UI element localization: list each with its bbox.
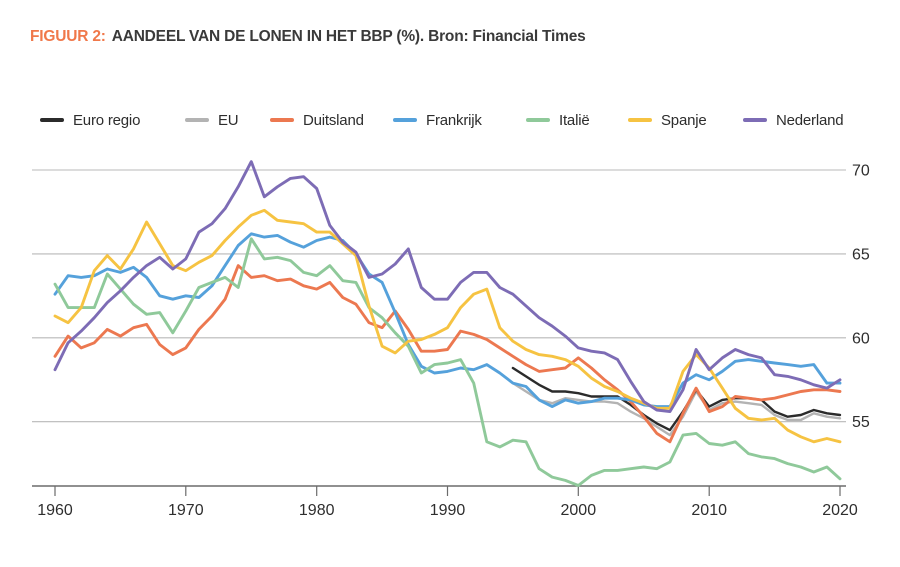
legend-item-duitsland: Duitsland <box>270 110 364 130</box>
x-tick-label-2010: 2010 <box>691 502 727 519</box>
legend-label-duitsland: Duitsland <box>303 111 364 129</box>
figure-number-label: FIGUUR 2: <box>30 28 106 45</box>
legend-label-eu: EU <box>218 111 239 129</box>
x-tick-label-1970: 1970 <box>168 502 204 519</box>
legend-label-italie: Italië <box>559 111 590 129</box>
legend-item-euro-regio: Euro regio <box>40 110 140 130</box>
legend-item-nederland: Nederland <box>743 110 844 130</box>
series-line-frankrijk <box>53 232 842 409</box>
series-line-duitsland <box>53 264 842 444</box>
figure-caption: AANDEEL VAN DE LONEN IN HET BBP (%). Bro… <box>111 28 586 45</box>
y-tick-label-55: 55 <box>852 414 870 431</box>
legend-label-euro-regio: Euro regio <box>73 111 141 129</box>
y-tick-label-60: 60 <box>852 330 870 347</box>
legend-item-frankrijk: Frankrijk <box>393 110 482 130</box>
x-tick-label-1990: 1990 <box>430 502 466 519</box>
legend-item-spanje: Spanje <box>628 110 707 130</box>
series-line-euro-regio <box>511 366 842 432</box>
legend-label-spanje: Spanje <box>661 111 707 129</box>
figure-title: FIGUUR 2: AANDEEL VAN DE LONEN IN HET BBP… <box>30 28 586 46</box>
series-line-nederland <box>53 160 842 414</box>
y-tick-label-65: 65 <box>852 246 870 263</box>
x-tick-label-1980: 1980 <box>299 502 335 519</box>
y-tick-label-70: 70 <box>852 163 870 180</box>
legend-swatch-frankrijk <box>393 118 417 122</box>
legend-label-nederland: Nederland <box>776 111 844 129</box>
x-tick-label-2020: 2020 <box>822 502 858 519</box>
legend-swatch-euro-regio <box>40 118 64 122</box>
legend-swatch-nederland <box>743 118 767 122</box>
legend-label-frankrijk: Frankrijk <box>426 111 482 129</box>
legend-item-italie: Italië <box>526 110 590 130</box>
legend-swatch-spanje <box>628 118 652 122</box>
legend-swatch-duitsland <box>270 118 294 122</box>
legend-swatch-eu <box>185 118 209 122</box>
x-tick-label-2000: 2000 <box>561 502 597 519</box>
legend-item-eu: EU <box>185 110 239 130</box>
legend-swatch-italie <box>526 118 550 122</box>
chart-legend: Euro regio EU Duitsland Frankrijk Italië Span… <box>0 110 900 130</box>
series-line-italie <box>53 237 842 487</box>
x-tick-label-1960: 1960 <box>37 502 73 519</box>
